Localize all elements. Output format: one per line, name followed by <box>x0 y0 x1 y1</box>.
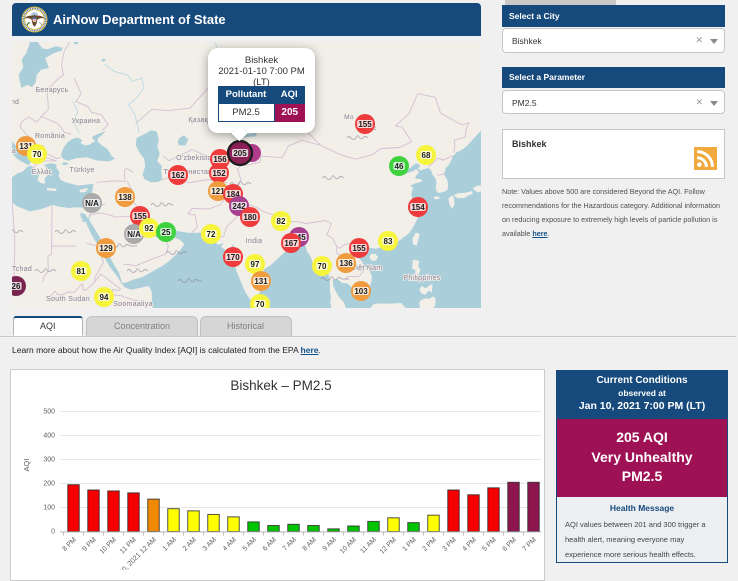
svg-text:121: 121 <box>211 187 225 196</box>
svg-text:26: 26 <box>12 282 21 291</box>
svg-text:100: 100 <box>43 505 55 512</box>
svg-text:12 PM: 12 PM <box>379 536 398 555</box>
svg-text:94: 94 <box>100 293 109 302</box>
svg-text:7 AM: 7 AM <box>282 536 298 552</box>
svg-text:154: 154 <box>411 203 425 212</box>
svg-text:205: 205 <box>233 149 247 158</box>
svg-text:Украина: Украина <box>72 118 101 125</box>
svg-text:România: România <box>35 133 65 140</box>
svg-text:nd: nd <box>12 99 19 106</box>
svg-text:la: la <box>12 148 16 155</box>
svg-text:81: 81 <box>77 267 86 276</box>
svg-text:300: 300 <box>43 457 55 464</box>
svg-text:Soomaaliya: Soomaaliya <box>113 301 153 308</box>
svg-text:68: 68 <box>422 151 431 160</box>
svg-text:9 PM: 9 PM <box>81 536 98 553</box>
svg-text:3 AM: 3 AM <box>202 536 218 552</box>
svg-text:10 AM: 10 AM <box>339 536 358 555</box>
svg-text:500: 500 <box>43 409 55 416</box>
svg-text:N/A: N/A <box>127 230 141 239</box>
svg-text:156: 156 <box>213 155 227 164</box>
svg-text:152: 152 <box>212 169 226 178</box>
svg-text:11 PM: 11 PM <box>119 536 138 555</box>
svg-text:4 AM: 4 AM <box>222 536 238 552</box>
svg-text:11 AM: 11 AM <box>359 536 378 555</box>
svg-text:6 AM: 6 AM <box>262 536 278 552</box>
svg-text:155: 155 <box>352 244 366 253</box>
svg-text:83: 83 <box>384 237 393 246</box>
svg-text:8 PM: 8 PM <box>61 536 78 553</box>
svg-text:170: 170 <box>226 253 240 262</box>
svg-text:242: 242 <box>232 202 246 211</box>
svg-text:167: 167 <box>284 239 298 248</box>
svg-text:155: 155 <box>133 212 147 221</box>
svg-text:Türkiye: Türkiye <box>69 167 94 174</box>
svg-text:138: 138 <box>118 193 132 202</box>
svg-text:Мо: Мо <box>344 114 354 121</box>
svg-text:4 PM: 4 PM <box>461 536 478 553</box>
svg-text:2 PM: 2 PM <box>421 536 438 553</box>
svg-text:162: 162 <box>171 171 185 180</box>
svg-text:180: 180 <box>243 213 257 222</box>
svg-text:92: 92 <box>145 224 154 233</box>
svg-text:131: 131 <box>254 277 268 286</box>
svg-text:72: 72 <box>207 230 216 239</box>
svg-text:129: 129 <box>99 244 113 253</box>
svg-text:70: 70 <box>318 262 327 271</box>
svg-text:India: India <box>246 238 263 245</box>
svg-text:AQI: AQI <box>22 459 31 472</box>
svg-text:9 AM: 9 AM <box>322 536 338 552</box>
svg-text:5 AM: 5 AM <box>242 536 258 552</box>
svg-text:103: 103 <box>354 287 368 296</box>
svg-text:155: 155 <box>358 120 372 129</box>
svg-text:South Sudan: South Sudan <box>46 296 90 303</box>
svg-text:82: 82 <box>277 217 286 226</box>
svg-text:136: 136 <box>339 259 353 268</box>
svg-text:10 PM: 10 PM <box>99 536 118 555</box>
svg-text:Bishkek – PM2.5: Bishkek – PM2.5 <box>230 378 331 393</box>
svg-text:70: 70 <box>33 150 42 159</box>
svg-text:7 PM: 7 PM <box>521 536 538 553</box>
svg-text:184: 184 <box>226 190 240 199</box>
svg-text:O'zbekiston: O'zbekiston <box>176 155 216 162</box>
svg-text:Ελλάς: Ελλάς <box>32 168 53 176</box>
svg-text:N/A: N/A <box>85 199 99 208</box>
svg-text:6 PM: 6 PM <box>501 536 518 553</box>
svg-text:Tchad: Tchad <box>12 266 32 273</box>
svg-text:400: 400 <box>43 433 55 440</box>
svg-text:Қазақстан: Қазақстан <box>188 117 223 124</box>
svg-text:1 PM: 1 PM <box>401 536 418 553</box>
svg-text:70: 70 <box>256 300 265 308</box>
svg-text:Việt Nam: Việt Nam <box>351 265 382 272</box>
svg-text:1 AM: 1 AM <box>162 536 178 552</box>
svg-text:2 AM: 2 AM <box>182 536 198 552</box>
svg-text:3 PM: 3 PM <box>441 536 458 553</box>
svg-text:25: 25 <box>162 228 171 237</box>
svg-text:Туркменистан: Туркменистан <box>164 169 213 176</box>
svg-text:Беларусь: Беларусь <box>35 87 68 94</box>
svg-text:97: 97 <box>251 260 260 269</box>
svg-text:8 AM: 8 AM <box>302 536 318 552</box>
svg-text:46: 46 <box>395 162 404 171</box>
svg-text:245: 245 <box>292 233 306 242</box>
svg-text:0: 0 <box>51 529 55 536</box>
svg-text:5 PM: 5 PM <box>481 536 498 553</box>
svg-text:200: 200 <box>43 481 55 488</box>
svg-text:Philippines: Philippines <box>403 275 440 282</box>
svg-text:131: 131 <box>19 142 33 151</box>
